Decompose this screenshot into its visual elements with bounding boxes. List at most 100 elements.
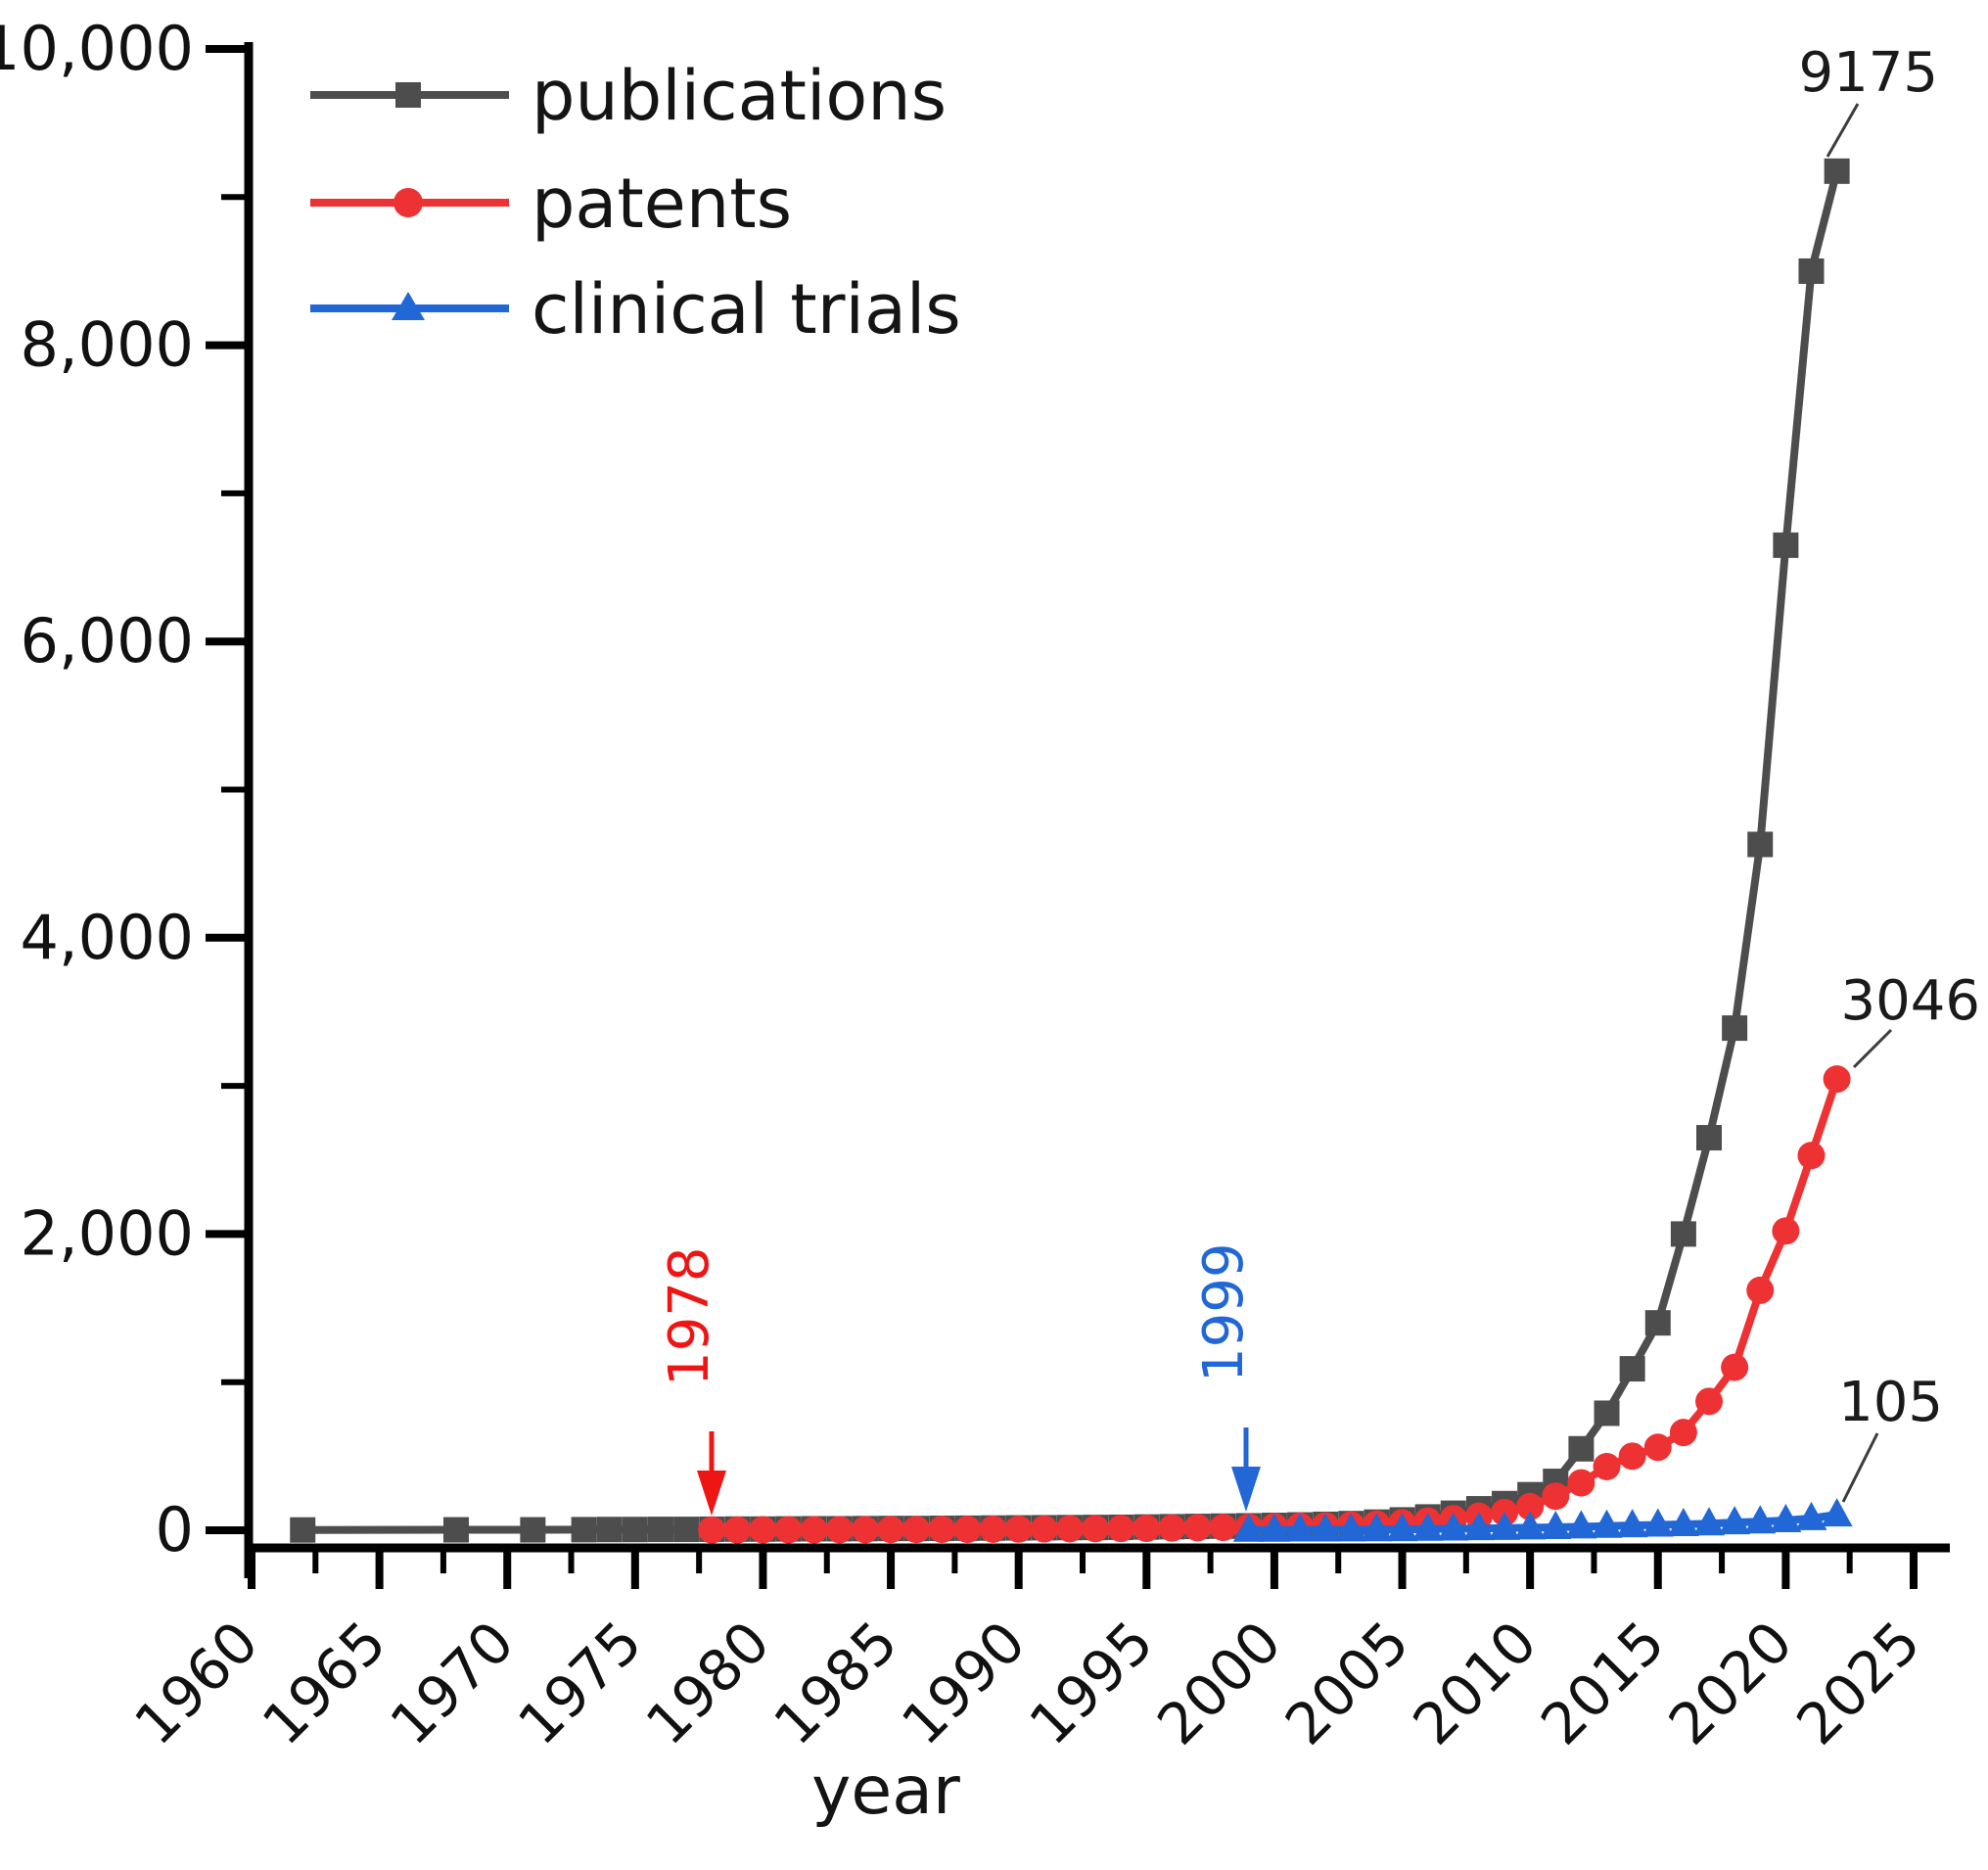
annotation-1999-arrowhead-icon xyxy=(1231,1467,1261,1512)
end-value-clinical-trials: 105 xyxy=(1838,1371,1943,1434)
legend: publications patents clinical trials xyxy=(310,56,961,350)
marker-clinical-trials xyxy=(1284,1513,1317,1542)
marker-clinical-trials xyxy=(1310,1513,1342,1542)
annotation-first-patent-1978: 1978 xyxy=(658,1246,726,1516)
marker-patents xyxy=(1133,1515,1161,1543)
y-tick-label: 10,000 xyxy=(0,13,194,84)
legend-label-clinical-trials: clinical trials xyxy=(532,269,961,350)
y-tick-label: 8,000 xyxy=(21,309,195,381)
marker-patents xyxy=(1158,1514,1186,1542)
x-tick-label: 1975 xyxy=(505,1609,654,1757)
marker-clinical-trials xyxy=(1693,1507,1726,1536)
marker-patents xyxy=(1209,1514,1237,1542)
marker-patents xyxy=(1797,1142,1826,1170)
marker-clinical-trials xyxy=(1821,1498,1853,1527)
marker-clinical-trials xyxy=(1744,1505,1777,1534)
leader-line-clinical-trials xyxy=(1841,1432,1879,1503)
marker-patents xyxy=(749,1516,777,1544)
legend-label-publications: publications xyxy=(532,56,947,136)
marker-clinical-trials xyxy=(1667,1507,1699,1536)
marker-publications xyxy=(520,1517,546,1543)
marker-patents xyxy=(877,1516,905,1544)
end-value-patents: 3046 xyxy=(1840,969,1980,1033)
leader-line-patents xyxy=(1852,1028,1893,1069)
marker-patents xyxy=(1593,1452,1621,1480)
marker-publications xyxy=(1747,831,1774,858)
x-tick-label: 1970 xyxy=(378,1609,527,1757)
marker-publications xyxy=(596,1517,623,1543)
x-tick-label: 1960 xyxy=(121,1609,270,1757)
x-tick-label: 1985 xyxy=(762,1609,910,1757)
marker-patents xyxy=(851,1516,879,1544)
legend-item-patents: patents xyxy=(310,164,792,244)
x-tick-label: 1980 xyxy=(633,1609,782,1757)
marker-patents xyxy=(1004,1515,1033,1543)
axes: 1960196519701975198019851990199520002005… xyxy=(0,13,1950,1757)
marker-publications xyxy=(647,1517,673,1543)
marker-patents xyxy=(825,1516,854,1544)
end-value-publications: 9175 xyxy=(1798,41,1938,105)
marker-patents xyxy=(1082,1515,1110,1543)
end-label-patents: 3046 xyxy=(1840,969,1980,1069)
series-line-patents xyxy=(712,1077,1841,1534)
marker-clinical-trials xyxy=(1489,1511,1521,1540)
marker-patents xyxy=(953,1516,982,1544)
x-tick-label: 2005 xyxy=(1272,1609,1421,1757)
x-tick-label: 2020 xyxy=(1656,1609,1805,1757)
legend-square-marker-icon xyxy=(395,82,421,108)
marker-publications xyxy=(673,1517,700,1543)
end-label-clinical-trials: 105 xyxy=(1838,1371,1943,1503)
legend-triangle-marker-icon xyxy=(392,292,425,320)
x-tick-label: 2025 xyxy=(1783,1609,1932,1757)
data-series xyxy=(290,158,1853,1544)
marker-publications xyxy=(1798,257,1825,284)
x-tick-label: 2010 xyxy=(1401,1609,1549,1757)
legend-label-patents: patents xyxy=(532,164,792,244)
marker-patents xyxy=(1695,1387,1724,1416)
marker-clinical-trials xyxy=(1411,1512,1444,1541)
marker-patents xyxy=(1030,1515,1058,1543)
marker-patents xyxy=(1669,1419,1697,1447)
marker-clinical-trials xyxy=(1258,1513,1290,1542)
marker-clinical-trials xyxy=(1361,1513,1393,1542)
marker-clinical-trials xyxy=(1719,1506,1751,1535)
marker-publications xyxy=(1644,1310,1671,1336)
marker-patents xyxy=(1772,1217,1800,1245)
marker-clinical-trials xyxy=(1514,1511,1547,1540)
marker-patents xyxy=(1721,1353,1749,1381)
marker-publications xyxy=(1670,1221,1696,1247)
marker-clinical-trials xyxy=(1770,1504,1802,1533)
y-tick-label: 0 xyxy=(156,1494,194,1566)
marker-patents xyxy=(774,1516,803,1544)
marker-publications xyxy=(1696,1125,1723,1151)
marker-publications xyxy=(1568,1435,1595,1462)
marker-patents xyxy=(1542,1482,1570,1511)
marker-patents xyxy=(1746,1276,1775,1304)
x-tick-label: 2015 xyxy=(1528,1609,1677,1757)
y-tick-label: 4,000 xyxy=(21,902,195,973)
marker-patents xyxy=(902,1516,931,1544)
marker-patents xyxy=(800,1516,828,1544)
x-tick-label: 1995 xyxy=(1017,1609,1166,1757)
y-tick-label: 6,000 xyxy=(21,605,195,677)
marker-clinical-trials xyxy=(1591,1509,1623,1538)
marker-publications xyxy=(442,1517,469,1543)
marker-patents xyxy=(1618,1442,1646,1471)
marker-patents xyxy=(1055,1515,1084,1543)
marker-patents xyxy=(1183,1514,1212,1542)
marker-clinical-trials xyxy=(1641,1508,1674,1537)
annotation-1978-arrowhead-icon xyxy=(697,1471,726,1516)
marker-publications xyxy=(1594,1400,1620,1426)
marker-patents xyxy=(1567,1469,1595,1497)
marker-publications xyxy=(1824,158,1850,184)
marker-publications xyxy=(1773,532,1799,558)
marker-patents xyxy=(979,1515,1007,1543)
end-label-publications: 9175 xyxy=(1798,41,1938,158)
marker-clinical-trials xyxy=(1386,1513,1418,1542)
x-tick-label: 1965 xyxy=(250,1609,398,1757)
legend-item-publications: publications xyxy=(310,56,947,136)
marker-patents xyxy=(928,1516,956,1544)
annotation-first-clinical-trial-1999: 1999 xyxy=(1192,1242,1261,1512)
marker-clinical-trials xyxy=(1616,1509,1648,1538)
